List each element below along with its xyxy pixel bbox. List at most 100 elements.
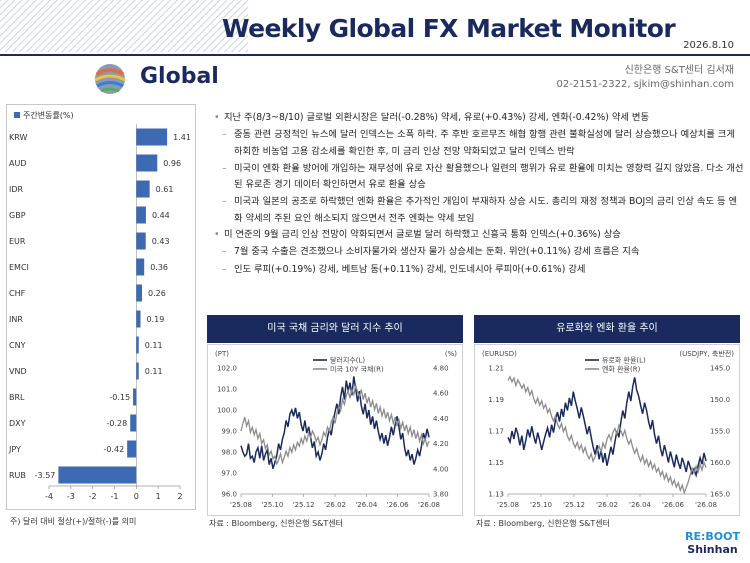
value-label: 0.19 [146,315,164,324]
chart2-source: 자료 : Bloomberg, 신한은행 S&T센터 [476,519,611,528]
value-label: -0.42 [103,445,124,454]
series-line-0 [507,377,707,479]
x-tick-label: -2 [89,492,97,501]
x-tick-label: '26.02 [324,501,346,509]
header-stripe [0,0,248,52]
logo-line2: Shinhan [687,543,738,556]
x-tick-label: '25.08 [497,501,519,509]
category-label: INR [9,315,23,324]
bar-eur [136,232,146,250]
category-label: IDR [9,185,24,194]
left-tick-label: 1.17 [488,428,504,436]
right-tick-label: 4.60 [433,390,449,398]
fx-weekly-change-bar-chart: 주간변동률(%) KRW 1.41 AUD 0.96 IDR 0.61 GBP 0.44 EUR 0… [6,104,196,510]
x-tick-label: '26.02 [596,501,618,509]
left-tick-label: 101.0 [217,386,237,394]
left-tick-label: 100.0 [217,407,237,415]
legend-label: 미국 10Y 국채(R) [330,365,384,374]
right-tick-label: 160.0 [710,459,730,467]
category-label: CHF [9,289,26,298]
header-divider [0,54,750,56]
right-tick-label: 4.80 [433,365,449,373]
x-tick-label: -3 [67,492,75,501]
series-line-0 [240,376,430,470]
bullet-main: 미 연준의 9월 금리 인상 전망이 약화되면서 글로벌 달러 하락했고 신흥국… [214,227,744,244]
bullet-sub: 인도 루피(+0.19%) 강세, 베트남 동(+0.11%) 강세, 인도네시… [214,262,744,279]
bar-dxy [130,414,137,432]
value-label: 0.11 [145,341,163,350]
x-tick-label: '26.04 [629,501,652,509]
chart-frame [207,344,463,516]
bar-aud [136,154,158,172]
category-label: JPY [8,445,21,454]
ust-dxy-line-chart: (PT) (%) 102.0 101.0 100.0 99.0 98.0 97.0 96.0 4.… [207,344,463,516]
value-label: 1.41 [173,133,191,142]
value-label: 0.61 [156,185,174,194]
reboot-shinhan-logo: RE:BOOT Shinhan [685,530,740,556]
bar-brl [133,388,137,406]
left-tick-label: 96.0 [221,491,237,499]
ust-dxy-chart-heading: 미국 국채 금리와 달러 지수 추이 [207,315,463,343]
right-tick-label: 155.0 [710,428,730,436]
author-line: 신한은행 S&T센터 김서재 [624,65,734,76]
category-label: BRL [9,393,25,402]
left-tick-label: 99.0 [221,428,237,436]
left-tick-label: 1.13 [488,491,504,499]
bar-idr [136,180,150,198]
right-axis-unit: (USDJPY, 축반전) [679,349,734,358]
contact-line: 02-2151-2322, sjkim@shinhan.com [556,79,735,90]
bar-rub [58,466,137,484]
category-label: CNY [9,341,26,350]
x-tick-label: '25.10 [530,501,552,509]
bar-chart-footnote: 주) 달러 대비 절상(+)/절하(-)를 의미 [10,517,137,526]
category-label: DXY [9,419,26,428]
chart1-source: 자료 : Bloomberg, 신한은행 S&T센터 [209,519,344,528]
bar-chf [136,284,143,302]
x-tick-label: '26.06 [662,501,685,509]
right-tick-label: 3.80 [433,491,449,499]
bullet-sub: 7월 중국 수출은 견조했으나 소비자물가와 생산자 물가 상승세는 둔화. 위… [214,244,744,261]
bullet-sub: 중동 관련 긍정적인 뉴스에 달러 인덱스는 소폭 하락. 주 후반 호르무즈 … [214,127,744,160]
author-contact: 신한은행 S&T센터 김서재 02-2151-2322, sjkim@shinh… [557,64,735,92]
legend-label: 달러지수(L) [330,356,365,365]
market-commentary: 지난 주(8/3~8/10) 글로벌 외환시장은 달러(-0.28%) 약세, … [214,110,744,278]
x-tick-label: 1 [156,492,161,501]
series-line-1 [507,375,707,495]
x-tick-label: -4 [45,492,53,501]
value-label: 0.96 [163,159,181,168]
bar-gbp [136,206,146,224]
legend-label: 주간변동률(%) [23,110,74,120]
left-tick-label: 98.0 [221,449,237,457]
legend-label: 유로화 환율(L) [602,356,646,365]
legend-label: 엔화 환율(R) [602,365,641,374]
eur-jpy-chart-heading: 유로화와 엔화 환율 추이 [474,315,740,343]
bullet-sub: 미국과 일본의 공조로 하락했던 엔화 환율은 추가적인 개입이 부재하자 상승… [214,194,744,227]
report-title: Weekly Global FX Market Monitor [222,14,676,43]
series-line-1 [240,385,430,466]
category-label: GBP [9,211,26,220]
left-tick-label: 97.0 [221,470,237,478]
left-tick-label: 1.15 [488,459,504,467]
right-tick-label: 150.0 [710,396,730,404]
category-label: RUB [9,471,26,480]
right-tick-label: 165.0 [710,491,730,499]
value-label: -0.28 [107,419,128,428]
x-tick-label: 0 [134,492,139,501]
left-axis-unit: (EURUSD) [482,350,517,358]
right-axis-unit: (%) [445,350,457,358]
value-label: 0.11 [145,367,163,376]
x-tick-label: '26.06 [387,501,410,509]
left-tick-label: 1.21 [488,365,504,373]
x-tick-label: '26.08 [695,501,717,509]
left-axis-unit: (PT) [215,350,229,358]
value-label: 0.26 [148,289,166,298]
bullet-sub: 미국이 엔화 환율 방어에 개입하는 재무성에 유로 자산 활용했으나 일련의 … [214,161,744,194]
eur-jpy-line-chart: (EURUSD) (USDJPY, 축반전) 1.21 1.19 1.17 1.15 1.1… [474,344,740,516]
value-label: 0.44 [152,211,170,220]
bullet-main: 지난 주(8/3~8/10) 글로벌 외환시장은 달러(-0.28%) 약세, … [214,110,744,127]
legend-swatch [14,112,20,118]
category-label: EUR [9,237,26,246]
chart-frame [474,344,740,516]
globe-icon [94,64,126,94]
category-label: KRW [9,133,27,142]
